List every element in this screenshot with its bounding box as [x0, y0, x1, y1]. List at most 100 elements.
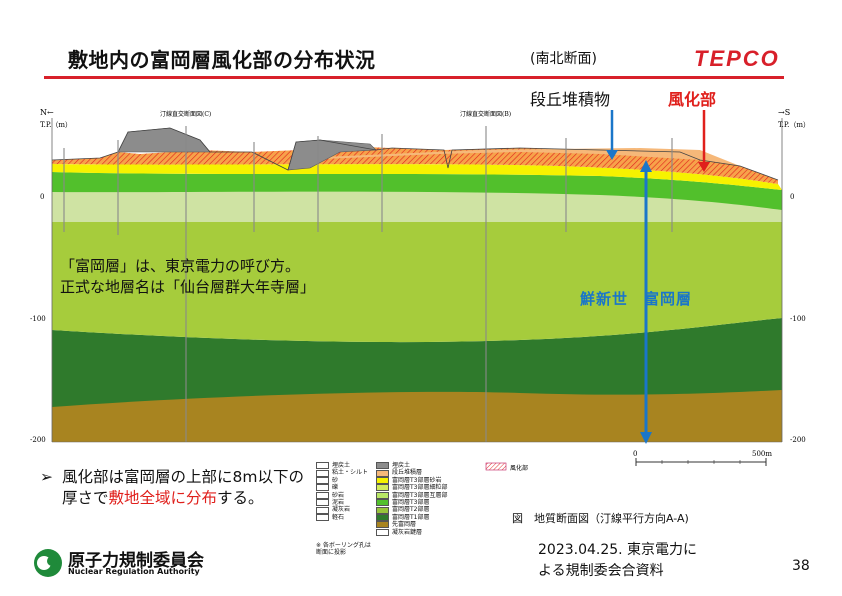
- t2-member-layer: [52, 220, 782, 343]
- t3-fine-layer: [52, 190, 782, 222]
- borehole-lines: [63, 126, 673, 442]
- summary-bullet: ➢ 風化部は富岡層の上部に8m以下の厚さで敷地全域に分布する。: [40, 467, 310, 509]
- legend-swatch: [376, 469, 390, 477]
- bullet-highlight: 敷地全域に分布: [108, 489, 218, 507]
- legend-label: 富岡層T3部層: [392, 498, 430, 506]
- legend-left-item: 砂: [316, 477, 368, 484]
- legend-label: 富岡層T2部層: [392, 506, 430, 514]
- naming-note-line2: 正式な地層名は「仙台層群大年寺層」: [60, 278, 316, 296]
- legend-left-item: 凝灰岩: [316, 506, 368, 514]
- title-underline: [44, 76, 784, 79]
- south-label: →S: [778, 108, 790, 117]
- legend-label: 先富岡層: [392, 521, 417, 529]
- formation-label: 鮮新世 富岡層: [580, 290, 693, 308]
- source-line2: よる規制委会合資料: [538, 563, 664, 579]
- nra-logo-mark: [34, 549, 62, 577]
- weathered-legend-label: 風化部: [510, 464, 528, 472]
- scale-start-label: 0: [633, 450, 637, 458]
- legend-label: 富岡層T3部層細粒部: [392, 484, 448, 492]
- legend-left-item: 泥岩: [316, 498, 368, 507]
- legend-left-item: 埋戻土: [316, 462, 368, 470]
- bullet-text: 風化部は富岡層の上部に8m以下の厚さで敷地全域に分布する。: [62, 468, 304, 507]
- terrace-deposit-layer: [300, 148, 740, 166]
- legend-swatch: [376, 528, 390, 536]
- legend-right-item: 凝灰岩鍵層: [376, 529, 447, 536]
- legend-left-item: 粘土・シルト: [316, 469, 369, 477]
- legend-swatch: [316, 476, 329, 484]
- legend-label: 礫: [332, 484, 339, 492]
- legend-label: 砂岩: [332, 491, 345, 499]
- bullet-arrow-icon: ➢: [40, 468, 53, 486]
- tick-left-minus200: -200: [30, 436, 46, 444]
- legend-swatch: [316, 469, 329, 477]
- nra-name-en: Nuclear Regulation Authority: [68, 567, 200, 576]
- legend-swatch: [376, 462, 390, 470]
- legend-label: 段丘堆積層: [392, 469, 423, 477]
- legend-swatch: [316, 499, 329, 507]
- t1-member-layer: [52, 318, 782, 407]
- cross-section-b-label: 汀線直交断面図(B): [460, 110, 511, 118]
- pre-tomioka-layer: [52, 388, 782, 442]
- cross-section-c-label: 汀線直交断面図(C): [160, 110, 211, 118]
- legend-right-item: 富岡層T3部層互層部: [376, 491, 448, 499]
- legend-label: 富岡層T1部層: [392, 513, 430, 521]
- legend: 埋戻土 粘土・シルト砂礫砂岩 泥岩 凝灰岩 軽石 埋戻土 段丘堆積層 富岡層T3部層砂岩 富岡…: [316, 462, 536, 536]
- t3-member-layer: [52, 172, 782, 210]
- legend-swatch: [376, 476, 390, 484]
- legend-swatch: [376, 513, 390, 521]
- legend-swatch: [376, 491, 390, 499]
- weathered-zone-band: [52, 146, 778, 184]
- tick-right-minus100: -100: [790, 315, 806, 323]
- legend-label: 埋戻土: [332, 462, 351, 469]
- terrace-deposit-callout: 段丘堆積物: [530, 90, 611, 109]
- legend-label: 粘土・シルト: [332, 469, 369, 477]
- legend-label: 埋戻土: [392, 462, 411, 469]
- source-line1: 2023.04.25. 東京電力に: [538, 542, 698, 558]
- legend-label: 凝灰岩: [332, 506, 351, 514]
- legend-right-item: 段丘堆積層: [376, 469, 447, 477]
- legend-label: 砂: [332, 476, 339, 484]
- legend-swatch: [316, 506, 329, 514]
- legend-label: 富岡層T3部層砂岩: [392, 476, 442, 484]
- legend-swatch: [376, 499, 390, 507]
- legend-label: 凝灰岩鍵層: [392, 528, 423, 536]
- legend-right-item: 富岡層T3部層砂岩: [376, 477, 447, 484]
- legend-swatch: [316, 484, 329, 492]
- weathered-zone-callout: 風化部: [668, 90, 717, 109]
- legend-left-column: 埋戻土 粘土・シルト砂礫砂岩 泥岩 凝灰岩 軽石: [316, 462, 368, 536]
- source-note: 2023.04.25. 東京電力に よる規制委会合資料: [538, 540, 697, 582]
- tick-left-minus100: -100: [30, 315, 46, 323]
- legend-left-item: 礫: [316, 484, 368, 492]
- legend-boring-note: ※ 各ボーリング孔は断面に投影: [316, 542, 371, 556]
- ground-surface-line: [51, 127, 779, 181]
- page-title: 敷地内の富岡層風化部の分布状況: [68, 48, 376, 72]
- legend-right-item: 富岡層T3部層細粒部: [376, 484, 448, 492]
- legend-label: 軽石: [332, 513, 345, 521]
- tick-left-0: 0: [40, 193, 44, 201]
- right-axis-unit: T.P.（m）: [778, 121, 810, 129]
- legend-right-item: 富岡層T1部層: [376, 514, 447, 521]
- tick-right-0: 0: [790, 193, 794, 201]
- legend-right-item: 埋戻土: [376, 462, 447, 470]
- legend-swatch: [316, 462, 329, 470]
- legend-left-item: 砂岩: [316, 492, 368, 499]
- legend-swatch: [376, 506, 390, 514]
- tepco-logo: TEPCO: [694, 46, 780, 71]
- legend-swatch: [316, 513, 329, 521]
- naming-note: 「富岡層」は、東京電力の呼び方。 正式な地層名は「仙台層群大年寺層」: [60, 256, 315, 298]
- legend-right-item: 富岡層T3部層: [376, 498, 447, 507]
- legend-right-item: 富岡層T2部層: [376, 506, 447, 514]
- tick-right-minus200: -200: [790, 436, 806, 444]
- north-label: N←: [40, 108, 54, 117]
- legend-swatch: [376, 484, 390, 492]
- scale-end-label: 500m: [752, 450, 772, 458]
- left-axis-unit: T.P.（m）: [40, 121, 72, 129]
- t3-sandstone-layer: [52, 164, 782, 190]
- legend-left-item: 軽石: [316, 514, 368, 521]
- legend-swatch: [316, 491, 329, 499]
- legend-right-column: 埋戻土 段丘堆積層 富岡層T3部層砂岩 富岡層T3部層細粒部 富岡層T3部層互層部 富岡層…: [376, 462, 448, 536]
- section-direction-label: (南北断面): [530, 51, 597, 67]
- page-number: 38: [792, 558, 810, 574]
- legend-label: 泥岩: [332, 498, 345, 506]
